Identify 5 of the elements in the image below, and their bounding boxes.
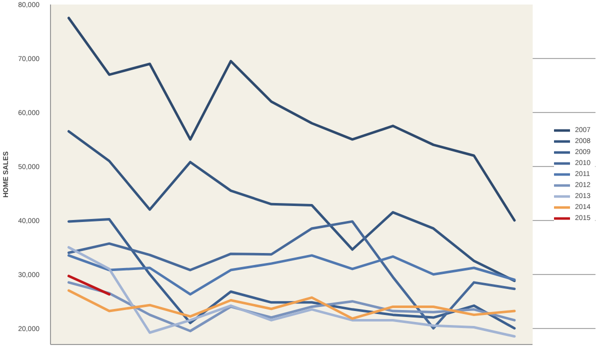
line-series [67,16,516,222]
line-series [67,254,516,296]
line-series [67,130,516,282]
line-series [67,289,516,320]
line-series [67,246,516,338]
